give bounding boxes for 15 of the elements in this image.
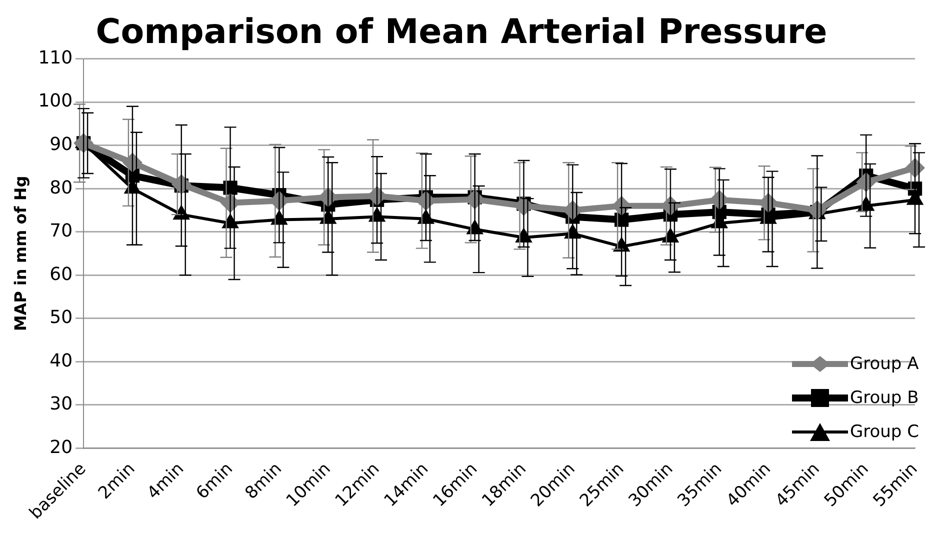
- y-tick-label: 110: [38, 47, 73, 68]
- y-tick-label: 70: [50, 220, 73, 242]
- y-tick-label: 90: [50, 134, 73, 156]
- y-tick-label: 40: [50, 350, 73, 372]
- legend-label: Group B: [850, 387, 919, 410]
- y-tick-label: 80: [50, 177, 73, 198]
- legend-label: Group C: [850, 421, 919, 444]
- y-tick-label: 60: [50, 264, 73, 285]
- y-axis-title: MAP in mm of Hg: [10, 176, 30, 332]
- y-tick-label: 100: [38, 90, 73, 112]
- chart-title: Comparison of Mean Arterial Pressure: [96, 12, 828, 52]
- y-tick-label: 30: [50, 394, 73, 415]
- y-tick-label: 50: [50, 307, 73, 328]
- y-tick-label: 20: [50, 436, 73, 458]
- legend-label: Group A: [850, 353, 919, 376]
